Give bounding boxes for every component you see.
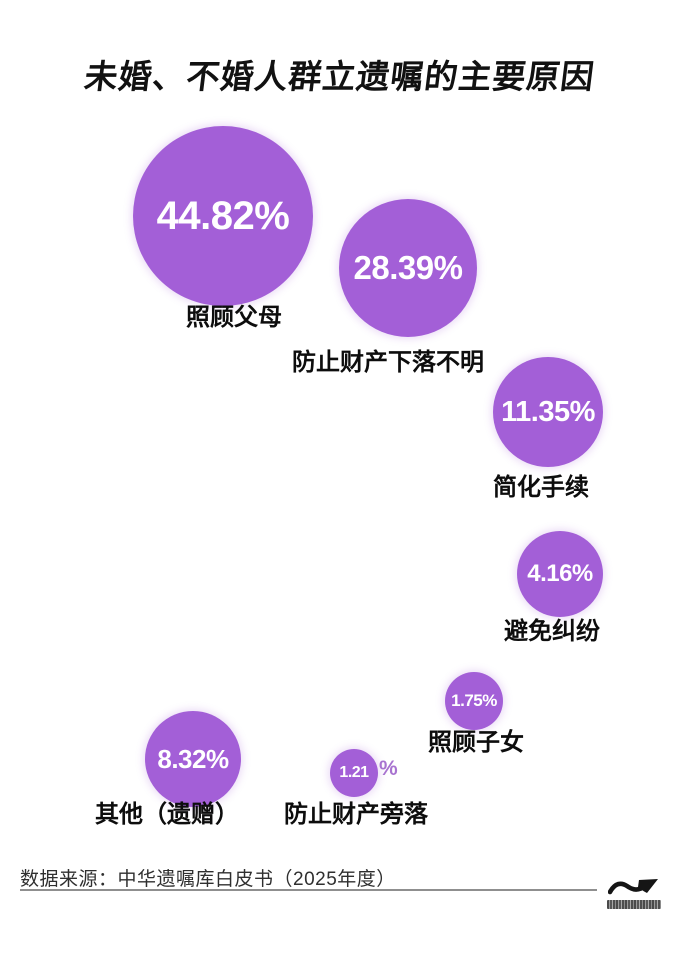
bubble-other-bequest: 8.32% bbox=[145, 711, 241, 807]
percent-sign-overflow: % bbox=[379, 757, 398, 780]
bubble-value-care-for-children: 1.75% bbox=[451, 691, 497, 710]
bubble-prevent-property-falling-to-others: 1.21 bbox=[330, 749, 378, 797]
bubble-label-simplify-procedures: 简化手续 bbox=[493, 474, 589, 501]
bubble-value-simplify-procedures: 11.35% bbox=[501, 395, 595, 428]
footer-divider-line bbox=[20, 889, 597, 891]
bubble-label-prevent-property-unaccounted: 防止财产下落不明 bbox=[292, 349, 484, 376]
bubble-label-prevent-property-falling-to-others: 防止财产旁落 bbox=[284, 801, 428, 828]
wave-logo-icon bbox=[608, 879, 658, 895]
bubble-value-care-for-parents: 44.82% bbox=[156, 193, 290, 238]
bubble-prevent-property-unaccounted: 28.39% bbox=[339, 199, 477, 337]
bubble-care-for-children: 1.75% bbox=[445, 672, 503, 730]
bubble-value-prevent-property-unaccounted: 28.39% bbox=[353, 249, 463, 286]
bubble-care-for-parents: 44.82% bbox=[133, 126, 313, 306]
bubble-value-other-bequest: 8.32% bbox=[157, 743, 229, 774]
bubble-avoid-disputes: 4.16% bbox=[517, 531, 603, 617]
bubble-value-avoid-disputes: 4.16% bbox=[527, 560, 593, 587]
logo-caption-illegible bbox=[607, 900, 661, 909]
bubble-label-care-for-children: 照顾子女 bbox=[428, 729, 524, 756]
bubble-simplify-procedures: 11.35% bbox=[493, 357, 603, 467]
bubble-label-care-for-parents: 照顾父母 bbox=[186, 304, 282, 331]
bubble-value-prevent-property-falling-to-others: 1.21 bbox=[339, 764, 369, 781]
bubble-label-other-bequest: 其他（遗赠） bbox=[95, 801, 239, 828]
chart-title: 未婚、不婚人群立遗嘱的主要原因 bbox=[82, 58, 597, 95]
data-source-text: 数据来源：中华遗嘱库白皮书（2025年度） bbox=[20, 869, 396, 890]
bubble-label-avoid-disputes: 避免纠纷 bbox=[504, 618, 600, 645]
